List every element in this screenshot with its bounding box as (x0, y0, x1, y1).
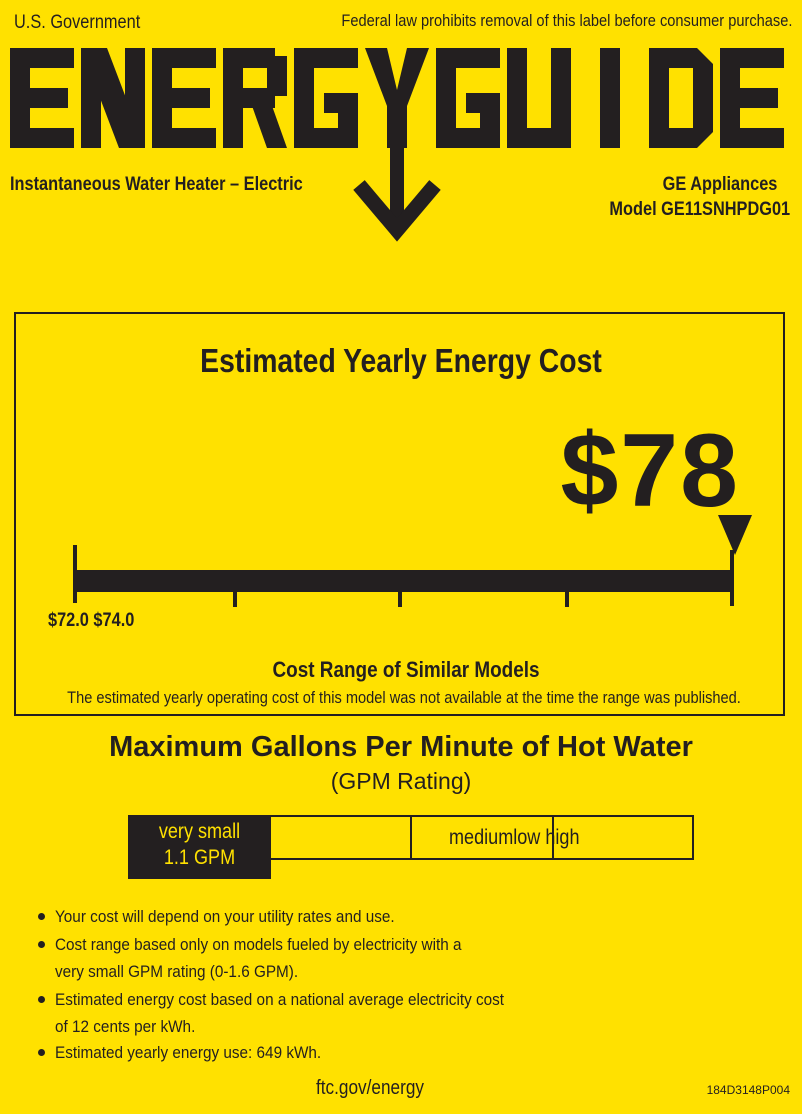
range-bar (73, 570, 734, 592)
logo-letter-e (720, 48, 784, 148)
gpm-other-labels: mediumlow high (449, 826, 580, 849)
logo-letter-g (436, 48, 500, 148)
bullet-text: Your cost will depend on your utility ra… (55, 907, 395, 926)
gpm-title: Maximum Gallons Per Minute of Hot Water (109, 731, 693, 763)
logo-letter-d (649, 48, 713, 148)
energyguide-logo (10, 48, 784, 242)
arrow-down-icon (353, 180, 441, 242)
gpm-divider (410, 815, 412, 860)
model-number: Model GE11SNHPDG01 (609, 199, 790, 220)
gpm-selected-value: 1.1 GPM (163, 846, 236, 869)
gpm-selected-label: very small (158, 820, 241, 843)
range-tick (565, 590, 569, 607)
bullet-icon (38, 1049, 45, 1056)
range-tick (233, 590, 237, 607)
gpm-divider (552, 815, 554, 860)
bullet-icon (38, 941, 45, 948)
range-note: The estimated yearly operating cost of t… (67, 688, 741, 707)
range-tick (73, 545, 77, 603)
label-code: 184D3148P004 (706, 1083, 790, 1097)
logo-letter-e (10, 48, 74, 148)
logo-letter-e (152, 48, 216, 148)
government-label: U.S. Government (14, 12, 141, 33)
removal-notice: Federal law prohibits removal of this la… (340, 11, 792, 30)
cost-pointer-icon (718, 515, 752, 555)
logo-letter-g (294, 48, 358, 148)
cost-value: $78 (560, 413, 740, 529)
bullet-text: Cost range based only on models fueled b… (55, 935, 462, 954)
logo-letter-i (600, 48, 620, 148)
bullet-text: very small GPM rating (0-1.6 GPM). (55, 962, 299, 981)
logo-letter-y (365, 48, 429, 148)
bullet-icon (38, 996, 45, 1003)
logo-letter-u (507, 48, 571, 148)
bullet-text: of 12 cents per kWh. (55, 1017, 196, 1036)
manufacturer: GE Appliances (662, 174, 777, 195)
cost-range-scale (73, 515, 752, 607)
bullet-text: Estimated energy cost based on a nationa… (55, 990, 505, 1009)
ftc-link[interactable]: ftc.gov/energy (315, 1077, 425, 1099)
logo-letter-n (81, 48, 145, 148)
gpm-subtitle: (GPM Rating) (330, 768, 472, 794)
yearly-cost-panel (14, 312, 785, 716)
range-labels: $72.0 $74.0 (48, 610, 135, 631)
bullet-text: Estimated yearly energy use: 649 kWh. (55, 1043, 322, 1062)
product-type: Instantaneous Water Heater – Electric (10, 174, 303, 195)
range-tick (398, 590, 402, 607)
logo-letter-r (223, 48, 287, 148)
gpm-selected-cell: very small 1.1 GPM (128, 815, 271, 879)
cost-title: Estimated Yearly Energy Cost (200, 342, 602, 379)
range-title: Cost Range of Similar Models (272, 657, 540, 682)
bullet-icon (38, 913, 45, 920)
range-tick (730, 550, 734, 606)
arrow-stem (390, 140, 404, 228)
logo-lettering (10, 48, 784, 148)
